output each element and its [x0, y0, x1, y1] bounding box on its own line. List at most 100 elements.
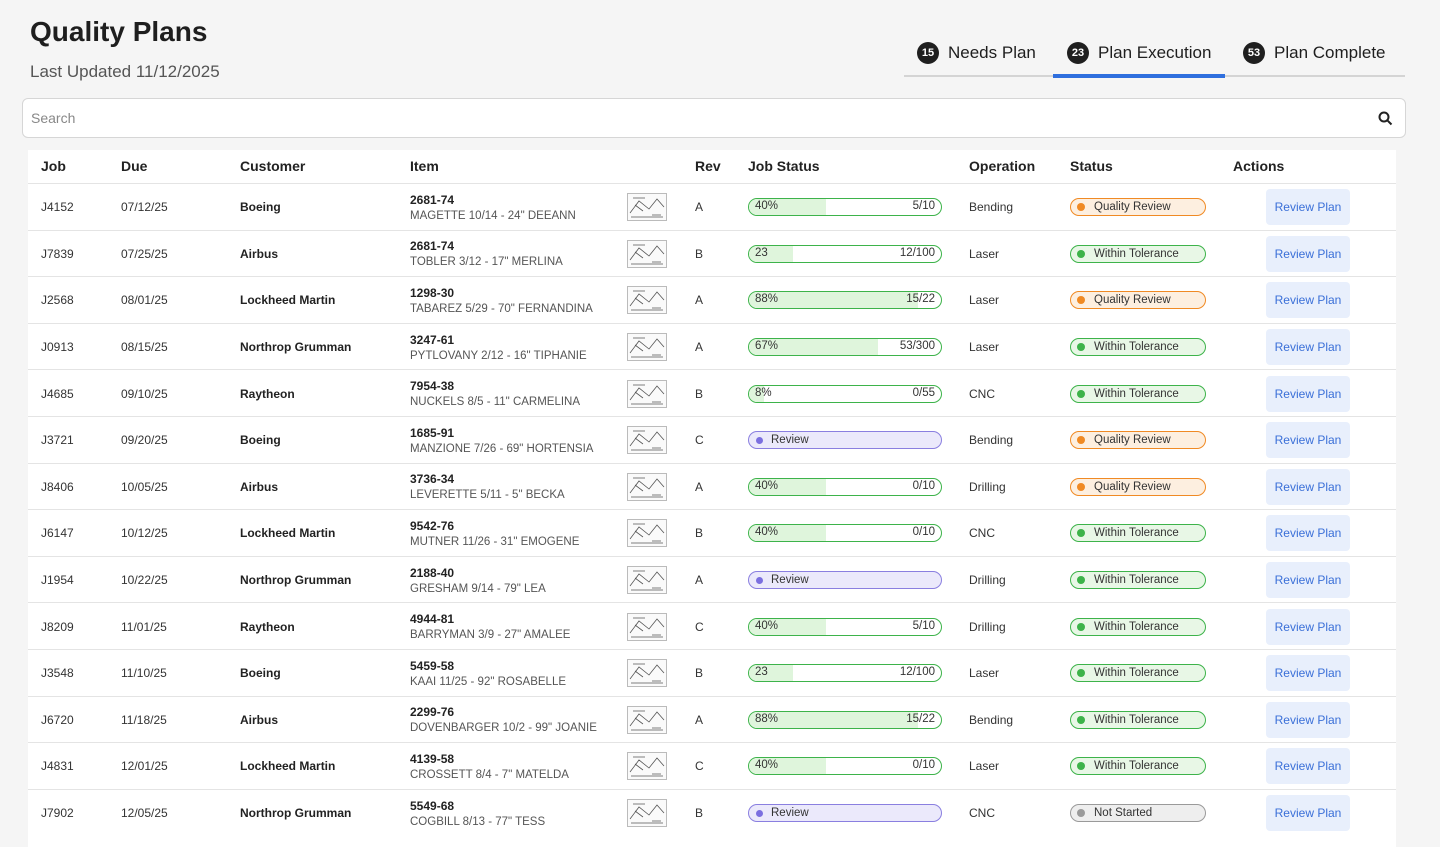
progress-fill [749, 758, 826, 775]
item-thumbnail [627, 239, 667, 268]
table-row: J1954 10/22/25 Northrop Grumman 2188-40 GRES… [28, 555, 1396, 604]
review-plan-button[interactable]: Review Plan [1266, 235, 1350, 272]
status-cell: Quality Review [1070, 184, 1206, 231]
due-date: 12/01/25 [121, 759, 168, 774]
action-cell: Review Plan [1266, 184, 1350, 231]
job-status-cell: Review [748, 417, 942, 464]
operation-cell: Bending [969, 697, 1013, 744]
thumbnail-cell [627, 697, 667, 744]
operation: CNC [969, 526, 995, 541]
item-description: BARRYMAN 3/9 - 27" AMALEE [410, 629, 571, 642]
customer-cell: Northrop Grumman [240, 324, 351, 371]
operation-cell: Laser [969, 277, 999, 324]
item-cell: 2681-74 MAGETTE 10/14 - 24" DEEANN [410, 184, 576, 231]
due-cell: 09/20/25 [121, 417, 168, 464]
tab[interactable]: 15 Needs Plan [917, 30, 1036, 75]
rev-cell: C [695, 417, 704, 464]
progress-label: 40% [755, 200, 779, 213]
progress-bar: 23 12/100 [748, 244, 942, 263]
review-plan-button[interactable]: Review Plan [1266, 655, 1350, 692]
revision: A [695, 712, 704, 727]
table: Job Due Customer Item Rev Job Status Operation… [28, 150, 1396, 847]
item-description: TABAREZ 5/29 - 70" FERNANDINA [410, 302, 593, 315]
item-cell: 3247-61 PYTLOVANY 2/12 - 16" TIPHANIE [410, 324, 587, 371]
status-pill: Not Started [1070, 804, 1206, 823]
customer: Northrop Grumman [240, 573, 352, 588]
progress-fill [749, 525, 826, 542]
due-cell: 07/12/25 [121, 184, 168, 231]
item-thumbnail [627, 659, 667, 688]
status-cell: Within Tolerance [1070, 324, 1206, 371]
tab[interactable]: 23 Plan Execution [1052, 30, 1226, 78]
review-label: Review [771, 807, 809, 820]
action-cell: Review Plan [1266, 510, 1350, 557]
operation: Laser [969, 759, 1000, 774]
review-plan-button[interactable]: Review Plan [1266, 701, 1350, 738]
review-plan-button[interactable]: Review Plan [1266, 562, 1350, 599]
due-cell: 12/05/25 [121, 790, 168, 837]
review-plan-button[interactable]: Review Plan [1266, 795, 1350, 832]
status-cell: Within Tolerance [1070, 370, 1206, 417]
rev-cell: A [695, 557, 703, 604]
review-plan-button[interactable]: Review Plan [1266, 189, 1350, 226]
review-plan-button[interactable]: Review Plan [1266, 515, 1350, 552]
status-label: Quality Review [1094, 294, 1171, 307]
progress-label: 40% [755, 479, 779, 492]
operation: CNC [969, 806, 995, 821]
job-cell: J7839 [41, 231, 74, 278]
job-cell: J4685 [41, 370, 74, 417]
customer-cell: Raytheon [240, 603, 295, 650]
progress-count: 15/22 [906, 712, 935, 725]
revision: A [695, 293, 704, 308]
search-box[interactable]: Search [22, 98, 1406, 138]
tab[interactable]: 53 Plan Complete [1243, 30, 1386, 75]
job-id: J4685 [41, 386, 74, 401]
rev-cell: A [695, 697, 703, 744]
progress-count: 5/10 [912, 619, 935, 632]
search-icon[interactable] [1378, 111, 1393, 126]
status-pill: Quality Review [1070, 198, 1206, 217]
item-number: 5459-58 [410, 658, 455, 673]
item-number: 9542-76 [410, 518, 455, 533]
progress-bar: 8% 0/55 [748, 384, 942, 403]
status-dot [1077, 203, 1085, 212]
review-plan-button[interactable]: Review Plan [1266, 329, 1350, 366]
customer-cell: Airbus [240, 464, 278, 511]
action-cell: Review Plan [1266, 650, 1350, 697]
job-cell: J8209 [41, 603, 74, 650]
revision: C [695, 619, 704, 634]
progress-fill [749, 292, 918, 309]
column-header: Customer [240, 158, 306, 174]
due-date: 08/01/25 [121, 293, 168, 308]
item-description: KAAI 11/25 - 92" ROSABELLE [410, 675, 567, 688]
review-badge: Review [748, 571, 942, 590]
customer: Airbus [240, 479, 279, 494]
table-row: J4152 07/12/25 Boeing 2681-74 MAGETTE 10/14 … [28, 183, 1396, 231]
item-cell: 5459-58 KAAI 11/25 - 92" ROSABELLE [410, 650, 566, 697]
operation-cell: Drilling [969, 603, 1006, 650]
customer: Airbus [240, 246, 279, 261]
review-plan-button[interactable]: Review Plan [1266, 282, 1350, 319]
job-status-cell: 23 12/100 [748, 650, 942, 697]
customer: Boeing [240, 666, 281, 681]
progress-label: 23 [755, 666, 768, 679]
search-placeholder: Search [31, 110, 76, 126]
status-label: Within Tolerance [1094, 527, 1179, 540]
review-plan-button[interactable]: Review Plan [1266, 422, 1350, 459]
status-cell: Within Tolerance [1070, 743, 1206, 790]
status-label: Within Tolerance [1094, 620, 1179, 633]
table-row: J8209 11/01/25 Raytheon 4944-81 BARRYMAN 3/9… [28, 602, 1396, 650]
status-dot [1077, 343, 1085, 352]
review-plan-button[interactable]: Review Plan [1266, 375, 1350, 412]
operation-cell: CNC [969, 790, 995, 837]
status-cell: Within Tolerance [1070, 231, 1206, 278]
status-dot [1077, 389, 1085, 398]
operation: Drilling [969, 573, 1006, 588]
status-cell: Quality Review [1070, 417, 1206, 464]
review-plan-button[interactable]: Review Plan [1266, 468, 1350, 505]
status-pill: Quality Review [1070, 431, 1206, 450]
review-plan-button[interactable]: Review Plan [1266, 748, 1350, 785]
review-plan-button[interactable]: Review Plan [1266, 608, 1350, 645]
progress-fill [749, 339, 878, 356]
status-label: Quality Review [1094, 201, 1171, 214]
